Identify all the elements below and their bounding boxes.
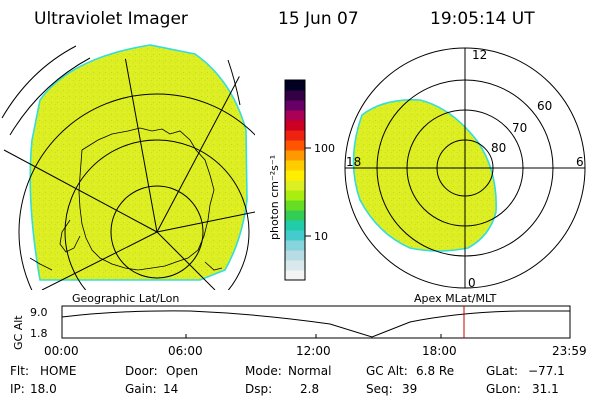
orbit-x-tick-0000: 00:00 [44,344,79,358]
colorbar-cell [285,220,305,231]
status-seq-value: 39 [402,382,417,396]
colorbar-tick-100: 100 [314,142,335,155]
colorbar-cell [285,140,305,151]
mag-panel-label: Apex MLat/MLT [414,292,497,305]
mag-lat-label-70: 70 [512,121,527,135]
colorbar-cell [285,90,305,101]
colorbar-cell [285,200,305,211]
colorbar-scale [285,80,305,281]
mag-mlt-label-12: 12 [472,48,487,62]
colorbar-cell [285,270,305,281]
colorbar-cell [285,190,305,201]
status-dsp-value: 2.8 [300,382,319,396]
status-gain-label: Gain: [125,382,157,396]
geo-lat-circle-outer [18,93,255,290]
colorbar-cell [285,260,305,271]
geo-lat-circle-inner [110,185,204,279]
time-label: 19:05:14 UT [430,9,535,29]
orbit-x-tick-2359: 23:59 [552,344,587,358]
colorbar-cell [285,230,305,241]
mag-mlt-label-18: 18 [346,155,361,169]
geo-coastline [29,127,223,271]
orbit-y-tick-1: 1.8 [30,327,48,340]
colorbar-cell [285,160,305,171]
status-glat-label: GLat: [486,364,518,378]
status-door-label: Door: [125,364,158,378]
orbit-x-tick-1800: 18:00 [422,344,457,358]
page-title: Ultraviolet Imager [34,9,188,29]
status-gcalt-value: 6.8 Re [416,364,454,378]
status-ip-value: 18.0 [30,382,57,396]
geo-panel-label: Geographic Lat/Lon [72,292,179,305]
colorbar-cell [285,110,305,121]
orbit-y-tick-9: 9.0 [30,306,48,319]
status-seq-label: Seq: [366,382,393,396]
status-footer: Flt: HOME Door: Open Mode: Normal GC Alt… [10,364,565,396]
orbit-altitude-curve [61,310,570,338]
mag-mlt-label-6: 6 [576,155,584,169]
colorbar-cell [285,240,305,251]
geo-lat-circle-mid [64,139,250,290]
orbit-y-axis-label: GC Alt [12,315,25,350]
date-label: 15 Jun 07 [278,9,359,29]
status-glat-value: −77.1 [528,364,565,378]
colorbar-tick-10: 10 [314,230,328,243]
colorbar-frame [284,79,306,281]
orbit-plot: GC Alt 9.0 1.8 00:00 06:00 12:00 18:00 2… [12,305,587,358]
colorbar-cell [285,80,305,91]
geo-panel [1,44,255,290]
geo-meridian [156,231,216,290]
colorbar-cell [285,210,305,221]
mag-mlt-label-0: 0 [468,276,476,290]
status-dsp-label: Dsp: [245,382,272,396]
colorbar-cell [285,150,305,161]
orbit-x-tick-0600: 06:00 [168,344,203,358]
geo-outer-grid [1,45,241,136]
status-door-value: Open [166,364,198,378]
colorbar-cell [285,170,305,181]
status-glon-value: 31.1 [532,382,559,396]
geo-meridian [156,211,255,233]
colorbar-cell [285,120,305,131]
orbit-x-tick-1200: 12:00 [296,344,331,358]
status-ip-label: IP: [10,382,25,396]
status-flt-value: HOME [40,364,76,378]
status-flt-label: Flt: [10,364,29,378]
status-gain-value: 14 [163,382,178,396]
geo-meridian [3,149,158,233]
colorbar-cell [285,100,305,111]
colorbar-cell [285,180,305,191]
mag-lat-label-80: 80 [491,141,506,155]
status-gcalt-label: GC Alt: [366,364,408,378]
geo-meridian [121,56,158,233]
mag-lat-label-60: 60 [537,99,552,113]
status-mode-value: Normal [288,364,331,378]
colorbar: 100 10 photon cm⁻²s⁻¹ [268,79,335,281]
geo-image-fill [29,44,248,281]
colorbar-cell [285,130,305,141]
mag-panel: 12 18 6 0 60 70 80 [344,47,586,290]
geo-meridian [41,231,158,290]
colorbar-cell [285,250,305,261]
status-mode-label: Mode: [245,364,282,378]
geo-meridian [156,61,248,233]
mag-image-fill [352,98,497,252]
colorbar-unit-label: photon cm⁻²s⁻¹ [268,155,281,240]
status-glon-label: GLon: [486,382,521,396]
